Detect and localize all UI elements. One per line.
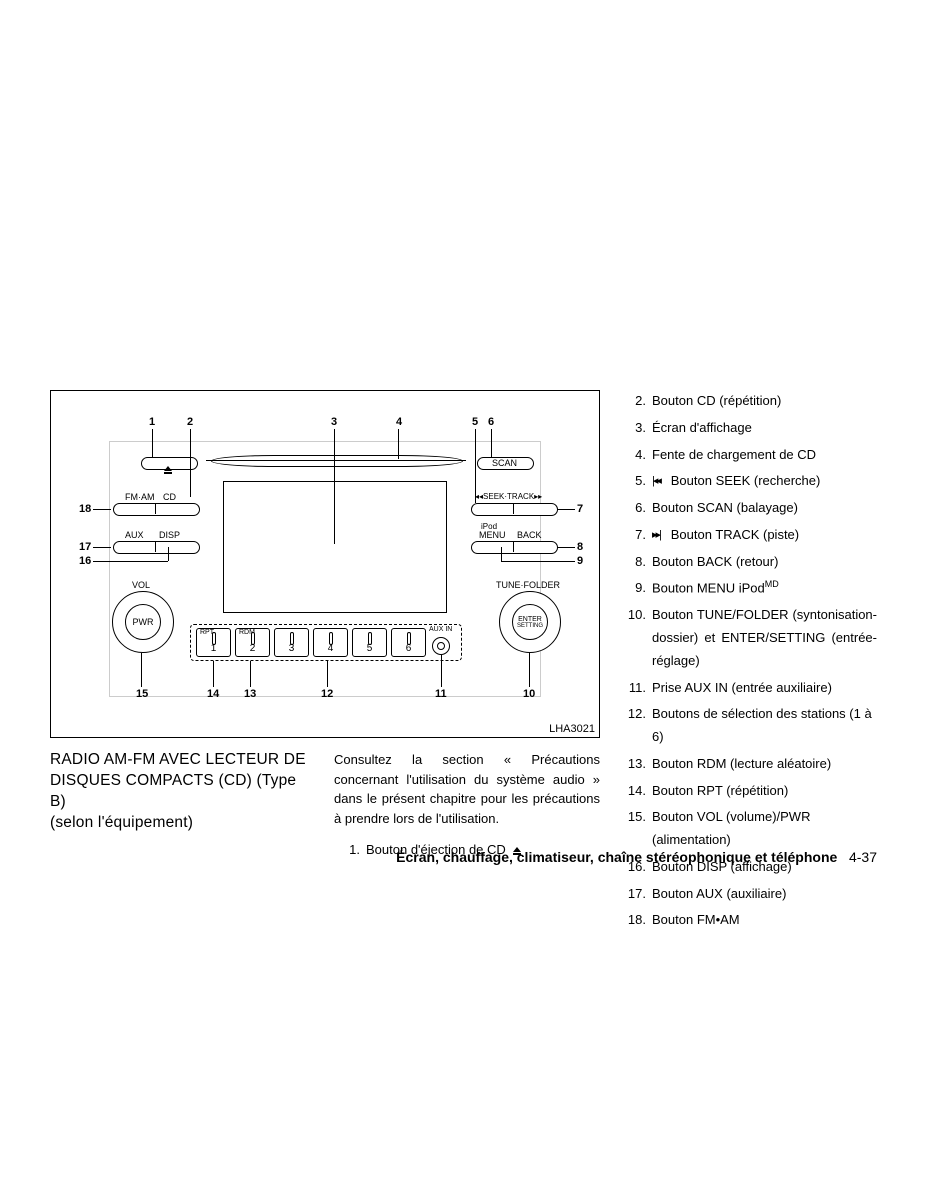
scan-label: SCAN [492, 458, 517, 468]
page-footer: Écran, chauffage, climatiseur, chaîne st… [0, 849, 877, 865]
seek-prev-icon: |◂◂ [652, 472, 660, 491]
intro-text: Consultez la section « Précautions conce… [334, 750, 600, 828]
radio-diagram: SCAN FM·AM CD ◂◂SEEK·TRACK▸▸ AUX DISP [50, 390, 600, 738]
figure-code: LHA3021 [549, 723, 595, 735]
section-title: RADIO AM-FM AVEC LECTEUR DE DISQUES COMP… [50, 750, 316, 861]
track-next-icon: ▸▸| [652, 526, 660, 545]
eject-icon [164, 466, 172, 471]
